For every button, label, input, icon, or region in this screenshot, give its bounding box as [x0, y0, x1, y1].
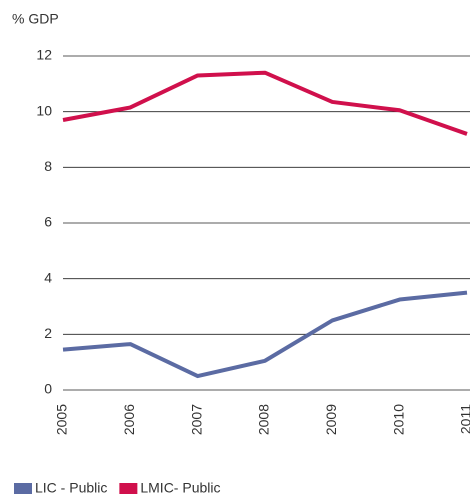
x-tick-label: 2006 — [121, 404, 137, 435]
x-tick-label: 2008 — [256, 404, 272, 435]
x-tick-label: 2011 — [458, 404, 470, 434]
y-tick-label: 12 — [36, 47, 52, 63]
x-tick-label: 2005 — [54, 404, 70, 435]
y-tick-label: 10 — [36, 102, 52, 118]
y-tick-label: 6 — [44, 214, 52, 230]
line-series — [62, 70, 468, 136]
line-series — [62, 290, 468, 379]
y-tick-label: 8 — [44, 158, 52, 174]
x-tick-label: 2009 — [323, 404, 339, 435]
x-tick-label: 2010 — [390, 404, 406, 435]
legend-label: LIC - Public — [35, 480, 107, 496]
legend-swatch — [119, 483, 138, 494]
y-axis-title: % GDP — [12, 11, 59, 27]
y-tick-label: 4 — [44, 269, 52, 285]
x-tick-label: 2007 — [188, 404, 204, 435]
legend-swatch — [14, 483, 32, 494]
legend-label: LMIC- Public — [140, 480, 220, 496]
y-tick-label: 0 — [44, 381, 52, 397]
y-tick-label: 2 — [44, 325, 52, 341]
